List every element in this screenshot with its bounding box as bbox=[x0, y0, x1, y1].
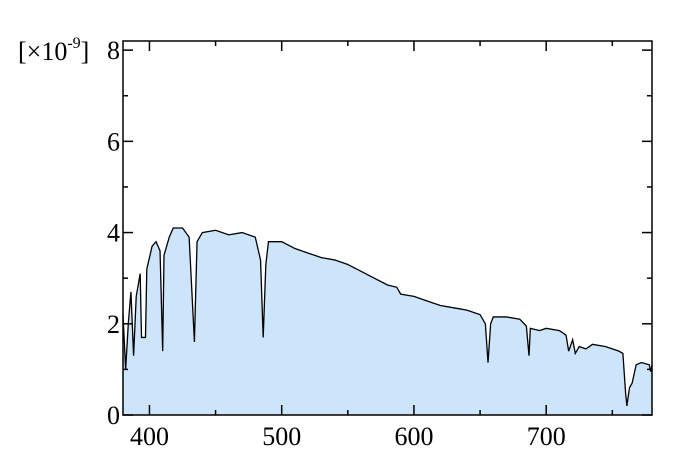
x-tick-label: 400 bbox=[130, 422, 169, 451]
y-unit-exponent: -9 bbox=[67, 35, 80, 52]
y-unit-suffix: ] bbox=[81, 37, 90, 66]
line bbox=[122, 227, 653, 406]
y-unit-label: [×10-9] bbox=[18, 35, 89, 66]
y-unit-base: [×10 bbox=[18, 37, 67, 66]
y-tick-label: 8 bbox=[107, 36, 120, 65]
y-tick-label: 0 bbox=[107, 401, 120, 430]
x-tick-label: 500 bbox=[262, 422, 301, 451]
y-tick-label: 4 bbox=[107, 219, 120, 248]
plot-frame bbox=[122, 40, 653, 416]
area bbox=[123, 228, 652, 415]
y-tick-label: 2 bbox=[107, 310, 120, 339]
x-tick-label: 700 bbox=[527, 422, 566, 451]
x-tick-label: 600 bbox=[394, 422, 433, 451]
y-tick-label: 6 bbox=[107, 127, 120, 156]
